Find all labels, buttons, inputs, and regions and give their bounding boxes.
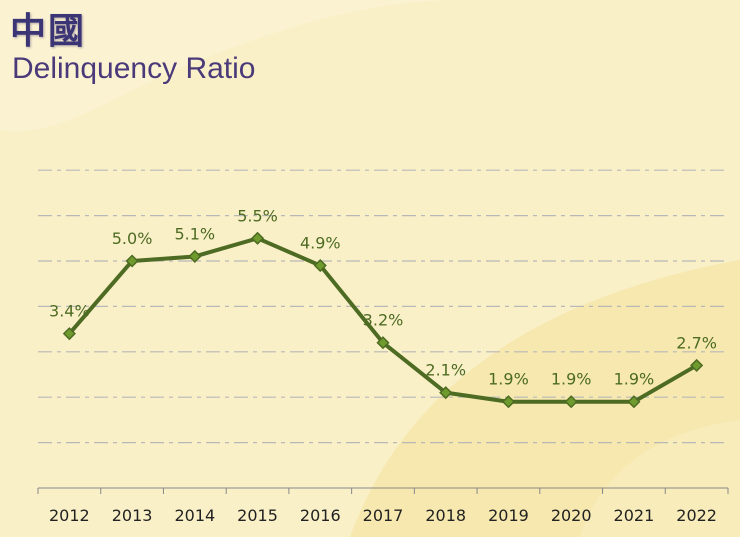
x-tick-label: 2018 [425,506,466,525]
data-label: 4.9% [300,234,341,253]
chart-title: Delinquency Ratio [12,52,256,85]
data-point-marker [690,358,704,372]
data-label: 1.9% [614,370,655,389]
data-label: 5.0% [112,229,153,248]
data-labels: 3.4% 5.0% 5.1% 5.5% 4.9% 3.2% 2.1% 1.9% 1.9% 1.9%… [49,206,717,388]
x-tick-label: 2019 [488,506,529,525]
x-tick-label: 2020 [551,506,592,525]
data-point-marker [376,336,390,350]
data-point-marker [439,386,453,400]
data-label: 2.1% [425,361,466,380]
data-point-marker [62,327,76,341]
data-point-marker [125,254,139,268]
chart-gridlines [38,169,728,444]
x-tick-label: 2016 [300,506,341,525]
x-tick-label: 2021 [614,506,655,525]
data-label: 1.9% [488,370,529,389]
data-point-marker [627,395,641,409]
x-tick-label: 2015 [237,506,278,525]
data-point-marker [250,231,265,245]
x-axis-labels: 2012 2013 2014 2015 2016 2017 2018 2019 2020 2021… [49,506,717,525]
x-tick-label: 2014 [174,506,215,525]
data-label: 5.1% [174,224,215,243]
series-markers [62,231,704,409]
data-label: 2.7% [676,333,717,352]
data-label: 3.4% [49,302,90,321]
data-label: 1.9% [551,370,592,389]
x-tick-label: 2017 [363,506,404,525]
data-label: 3.2% [363,311,404,330]
data-point-marker [313,258,327,273]
x-tick-label: 2013 [112,506,153,525]
x-tick-label: 2012 [49,506,90,525]
page-title-chinese: 中國 [10,11,87,52]
data-point-marker [564,395,578,409]
data-point-marker [501,395,516,409]
x-tick-label: 2022 [676,506,717,525]
data-label: 5.5% [237,206,278,225]
data-point-marker [188,249,202,264]
x-axis-ticks [37,488,729,494]
